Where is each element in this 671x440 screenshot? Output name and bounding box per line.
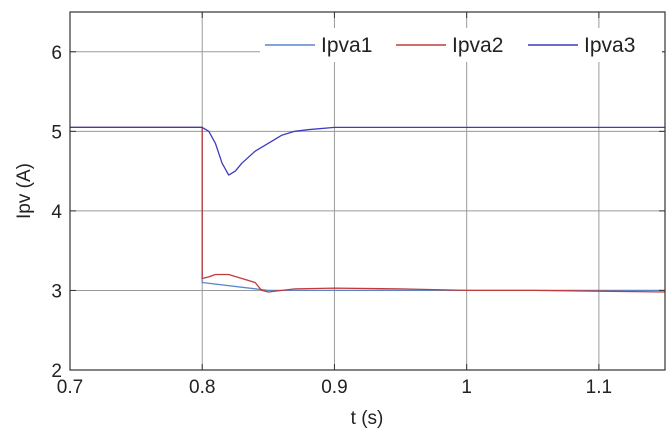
- x-tick-label: 1: [461, 377, 472, 398]
- axis-ticks: 0.7 0.8 0.9 1 1.1 2 3 4 5 6: [51, 12, 665, 398]
- y-axis-title: Ipv (A): [14, 163, 35, 219]
- x-tick-label: 1.1: [586, 377, 612, 398]
- x-tick-label: 0.7: [57, 377, 83, 398]
- y-tick-label: 6: [51, 43, 62, 64]
- legend-label: Ipva2: [452, 34, 503, 57]
- x-tick-label: 0.9: [321, 377, 347, 398]
- x-axis-title: t (s): [351, 408, 384, 429]
- plot-background: [70, 12, 665, 370]
- x-tick-label: 0.8: [189, 377, 215, 398]
- legend-box: [260, 28, 662, 62]
- series-line-ipva3: [70, 126, 665, 176]
- y-tick-label: 2: [51, 361, 62, 382]
- legend-label: Ipva1: [321, 34, 372, 57]
- y-tick-label: 3: [51, 281, 62, 302]
- legend: Ipva1 Ipva2 Ipva3: [260, 28, 662, 62]
- series-lines: [70, 126, 666, 293]
- y-tick-label: 5: [51, 122, 62, 143]
- legend-label: Ipva3: [584, 34, 635, 57]
- y-tick-label: 4: [51, 202, 62, 223]
- plot-frame: [69, 11, 666, 371]
